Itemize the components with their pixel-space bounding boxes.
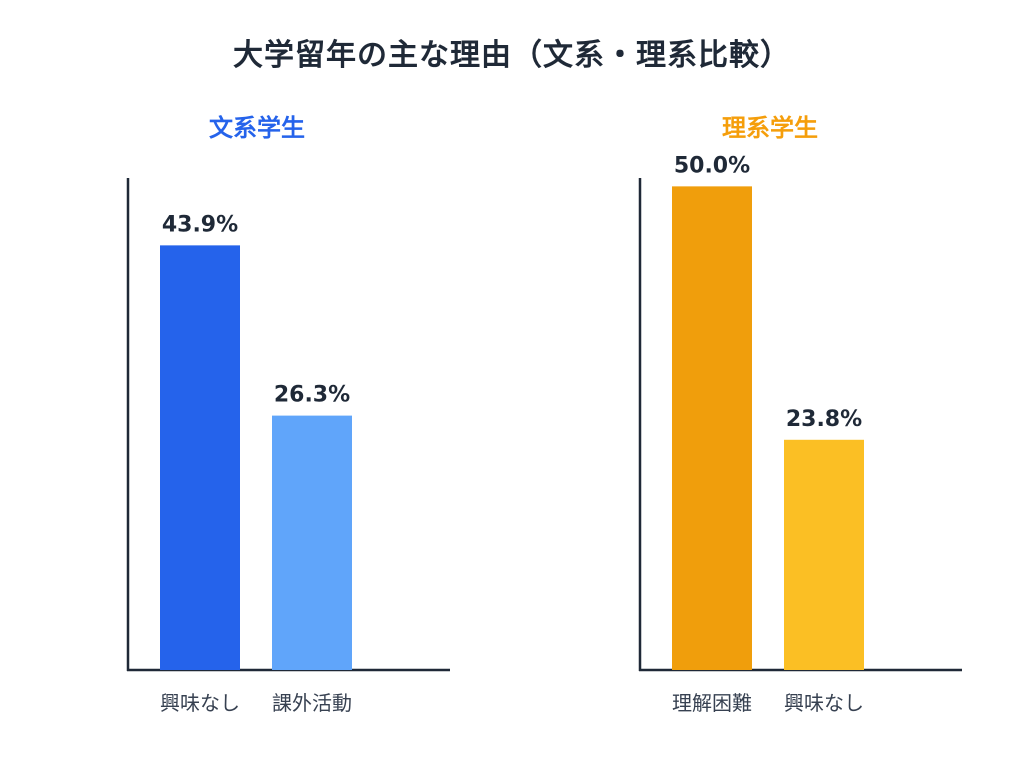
panel-title: 理系学生 xyxy=(722,114,818,142)
bar xyxy=(272,415,352,670)
category-label: 理解困難 xyxy=(672,691,752,715)
bar xyxy=(160,245,240,670)
bar xyxy=(672,186,752,670)
chart-title: 大学留年の主な理由（文系・理系比較） xyxy=(233,38,791,73)
data-label: 50.0% xyxy=(674,153,750,178)
category-label: 興味なし xyxy=(160,691,240,715)
data-label: 23.8% xyxy=(786,407,862,432)
data-label: 26.3% xyxy=(274,383,350,408)
category-label: 興味なし xyxy=(784,691,864,715)
category-label: 課外活動 xyxy=(272,691,352,715)
panel-title: 文系学生 xyxy=(209,114,305,142)
data-label: 43.9% xyxy=(162,212,238,237)
bar xyxy=(784,439,864,670)
